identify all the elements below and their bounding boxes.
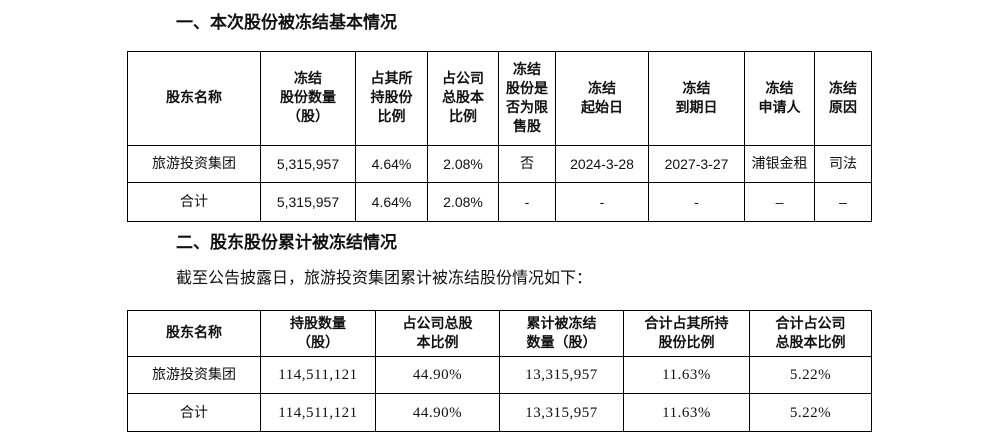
header-frozen-shares: 冻结 股份数量 （股） [260, 51, 356, 146]
table-header-row: 股东名称 冻结 股份数量 （股） 占其所 持股份 比例 占公司 总股本 比例 冻结 股份是 否为… [127, 51, 872, 146]
cell-end-date: - [648, 182, 745, 222]
header-end-date: 冻结 到期日 [648, 51, 745, 146]
table-header-row: 股东名称 持股数量 （股） 占公司总股 本比例 累计被冻结 数量（股） 合计占其所持股… [127, 310, 872, 357]
table-row: 合计 5,315,957 4.64% 2.08% - - - – – [127, 182, 872, 222]
header-ratio-of-total: 占公司总股本比例 [427, 51, 499, 146]
cell-total-label: 合计 [127, 182, 261, 222]
cell-reason: 司法 [814, 145, 872, 183]
cell-end-date: 2027-3-27 [648, 145, 745, 183]
header-cumulative-frozen: 累计被冻结 数量（股） [499, 310, 624, 357]
header-shareholder-name: 股东名称 [127, 51, 261, 146]
cumulative-freeze-table: 股东名称 持股数量 （股） 占公司总股 本比例 累计被冻结 数量（股） 合计占其所持股… [127, 310, 872, 432]
cell-shareholder: 旅游投资集团 [127, 356, 261, 394]
section1-title: 一、本次股份被冻结基本情况 [176, 13, 397, 33]
header-shareholder-name: 股东名称 [127, 310, 261, 357]
table-row: 旅游投资集团 5,315,957 4.64% 2.08% 否 2024-3-28… [127, 145, 872, 183]
cell-start-date: - [555, 182, 649, 222]
header-holding-shares: 持股数量 （股） [260, 310, 376, 357]
cell-ratio-total: 44.90% [375, 393, 500, 432]
cell-ratio-total: 2.08% [427, 145, 499, 183]
cell-restricted: - [498, 182, 556, 222]
cell-ratio-total: 2.08% [427, 182, 499, 222]
header-total-ratio-holding: 合计占其所持 股份比例 [623, 310, 750, 357]
section2-title: 二、股东股份累计被冻结情况 [176, 233, 397, 253]
cell-cumulative-frozen: 13,315,957 [499, 393, 624, 432]
cell-applicant: – [744, 182, 815, 222]
cell-cumulative-frozen: 13,315,957 [499, 356, 624, 394]
header-ratio-of-total: 占公司总股本比例 [375, 310, 500, 357]
header-ratio-of-holding: 占其所 持股份 比例 [355, 51, 428, 146]
header-reason: 冻结 原因 [814, 51, 872, 146]
cell-start-date: 2024-3-28 [555, 145, 649, 183]
cell-total-ratio-holding: 11.63% [623, 356, 750, 394]
header-total-ratio-total: 合计占公司 总股本比例 [749, 310, 872, 357]
cell-restricted: 否 [498, 145, 556, 183]
section2-intro: 截至公告披露日，旅游投资集团累计被冻结股份情况如下： [176, 268, 593, 287]
cell-frozen-shares: 5,315,957 [260, 182, 356, 222]
header-start-date: 冻结 起始日 [555, 51, 649, 146]
cell-holding-shares: 114,511,121 [260, 393, 376, 432]
cell-total-ratio-holding: 11.63% [623, 393, 750, 432]
cell-total-ratio-total: 5.22% [749, 356, 872, 394]
cell-applicant: 浦银金租 [744, 145, 815, 183]
header-restricted: 冻结 股份是 否为限 售股 [498, 51, 556, 146]
cell-ratio-holding: 4.64% [355, 145, 428, 183]
cell-frozen-shares: 5,315,957 [260, 145, 356, 183]
cell-ratio-total: 44.90% [375, 356, 500, 394]
cell-total-label: 合计 [127, 393, 261, 432]
header-applicant: 冻结 申请人 [744, 51, 815, 146]
freeze-basic-table: 股东名称 冻结 股份数量 （股） 占其所 持股份 比例 占公司 总股本 比例 冻结 股份是 否为… [127, 51, 872, 222]
cell-shareholder: 旅游投资集团 [127, 145, 261, 183]
table-row: 合计 114,511,121 44.90% 13,315,957 11.63% … [127, 393, 872, 432]
cell-reason: – [814, 182, 872, 222]
cell-holding-shares: 114,511,121 [260, 356, 376, 394]
cell-ratio-holding: 4.64% [355, 182, 428, 222]
table-row: 旅游投资集团 114,511,121 44.90% 13,315,957 11.… [127, 356, 872, 394]
cell-total-ratio-total: 5.22% [749, 393, 872, 432]
